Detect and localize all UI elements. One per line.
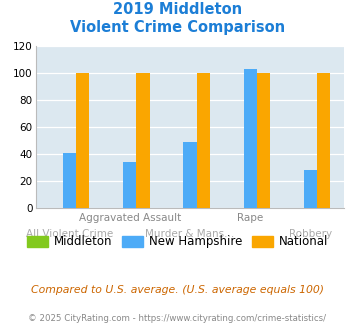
Text: Compared to U.S. average. (U.S. average equals 100): Compared to U.S. average. (U.S. average … bbox=[31, 285, 324, 295]
Bar bbox=[304, 170, 317, 208]
Text: Murder & Mans...: Murder & Mans... bbox=[145, 229, 235, 239]
Legend: Middleton, New Hampshire, National: Middleton, New Hampshire, National bbox=[22, 231, 333, 253]
Bar bbox=[123, 162, 136, 208]
Text: Aggravated Assault: Aggravated Assault bbox=[78, 213, 181, 223]
Text: Rape: Rape bbox=[237, 213, 263, 223]
Text: 2019 Middleton: 2019 Middleton bbox=[113, 2, 242, 16]
Bar bbox=[197, 73, 210, 208]
Bar bbox=[76, 73, 89, 208]
Text: All Violent Crime: All Violent Crime bbox=[26, 229, 113, 239]
Bar bbox=[63, 153, 76, 208]
Bar bbox=[136, 73, 149, 208]
Text: © 2025 CityRating.com - https://www.cityrating.com/crime-statistics/: © 2025 CityRating.com - https://www.city… bbox=[28, 314, 327, 323]
Bar bbox=[317, 73, 330, 208]
Bar bbox=[244, 69, 257, 208]
Bar bbox=[257, 73, 270, 208]
Bar bbox=[183, 142, 197, 208]
Text: Robbery: Robbery bbox=[289, 229, 332, 239]
Text: Violent Crime Comparison: Violent Crime Comparison bbox=[70, 20, 285, 35]
